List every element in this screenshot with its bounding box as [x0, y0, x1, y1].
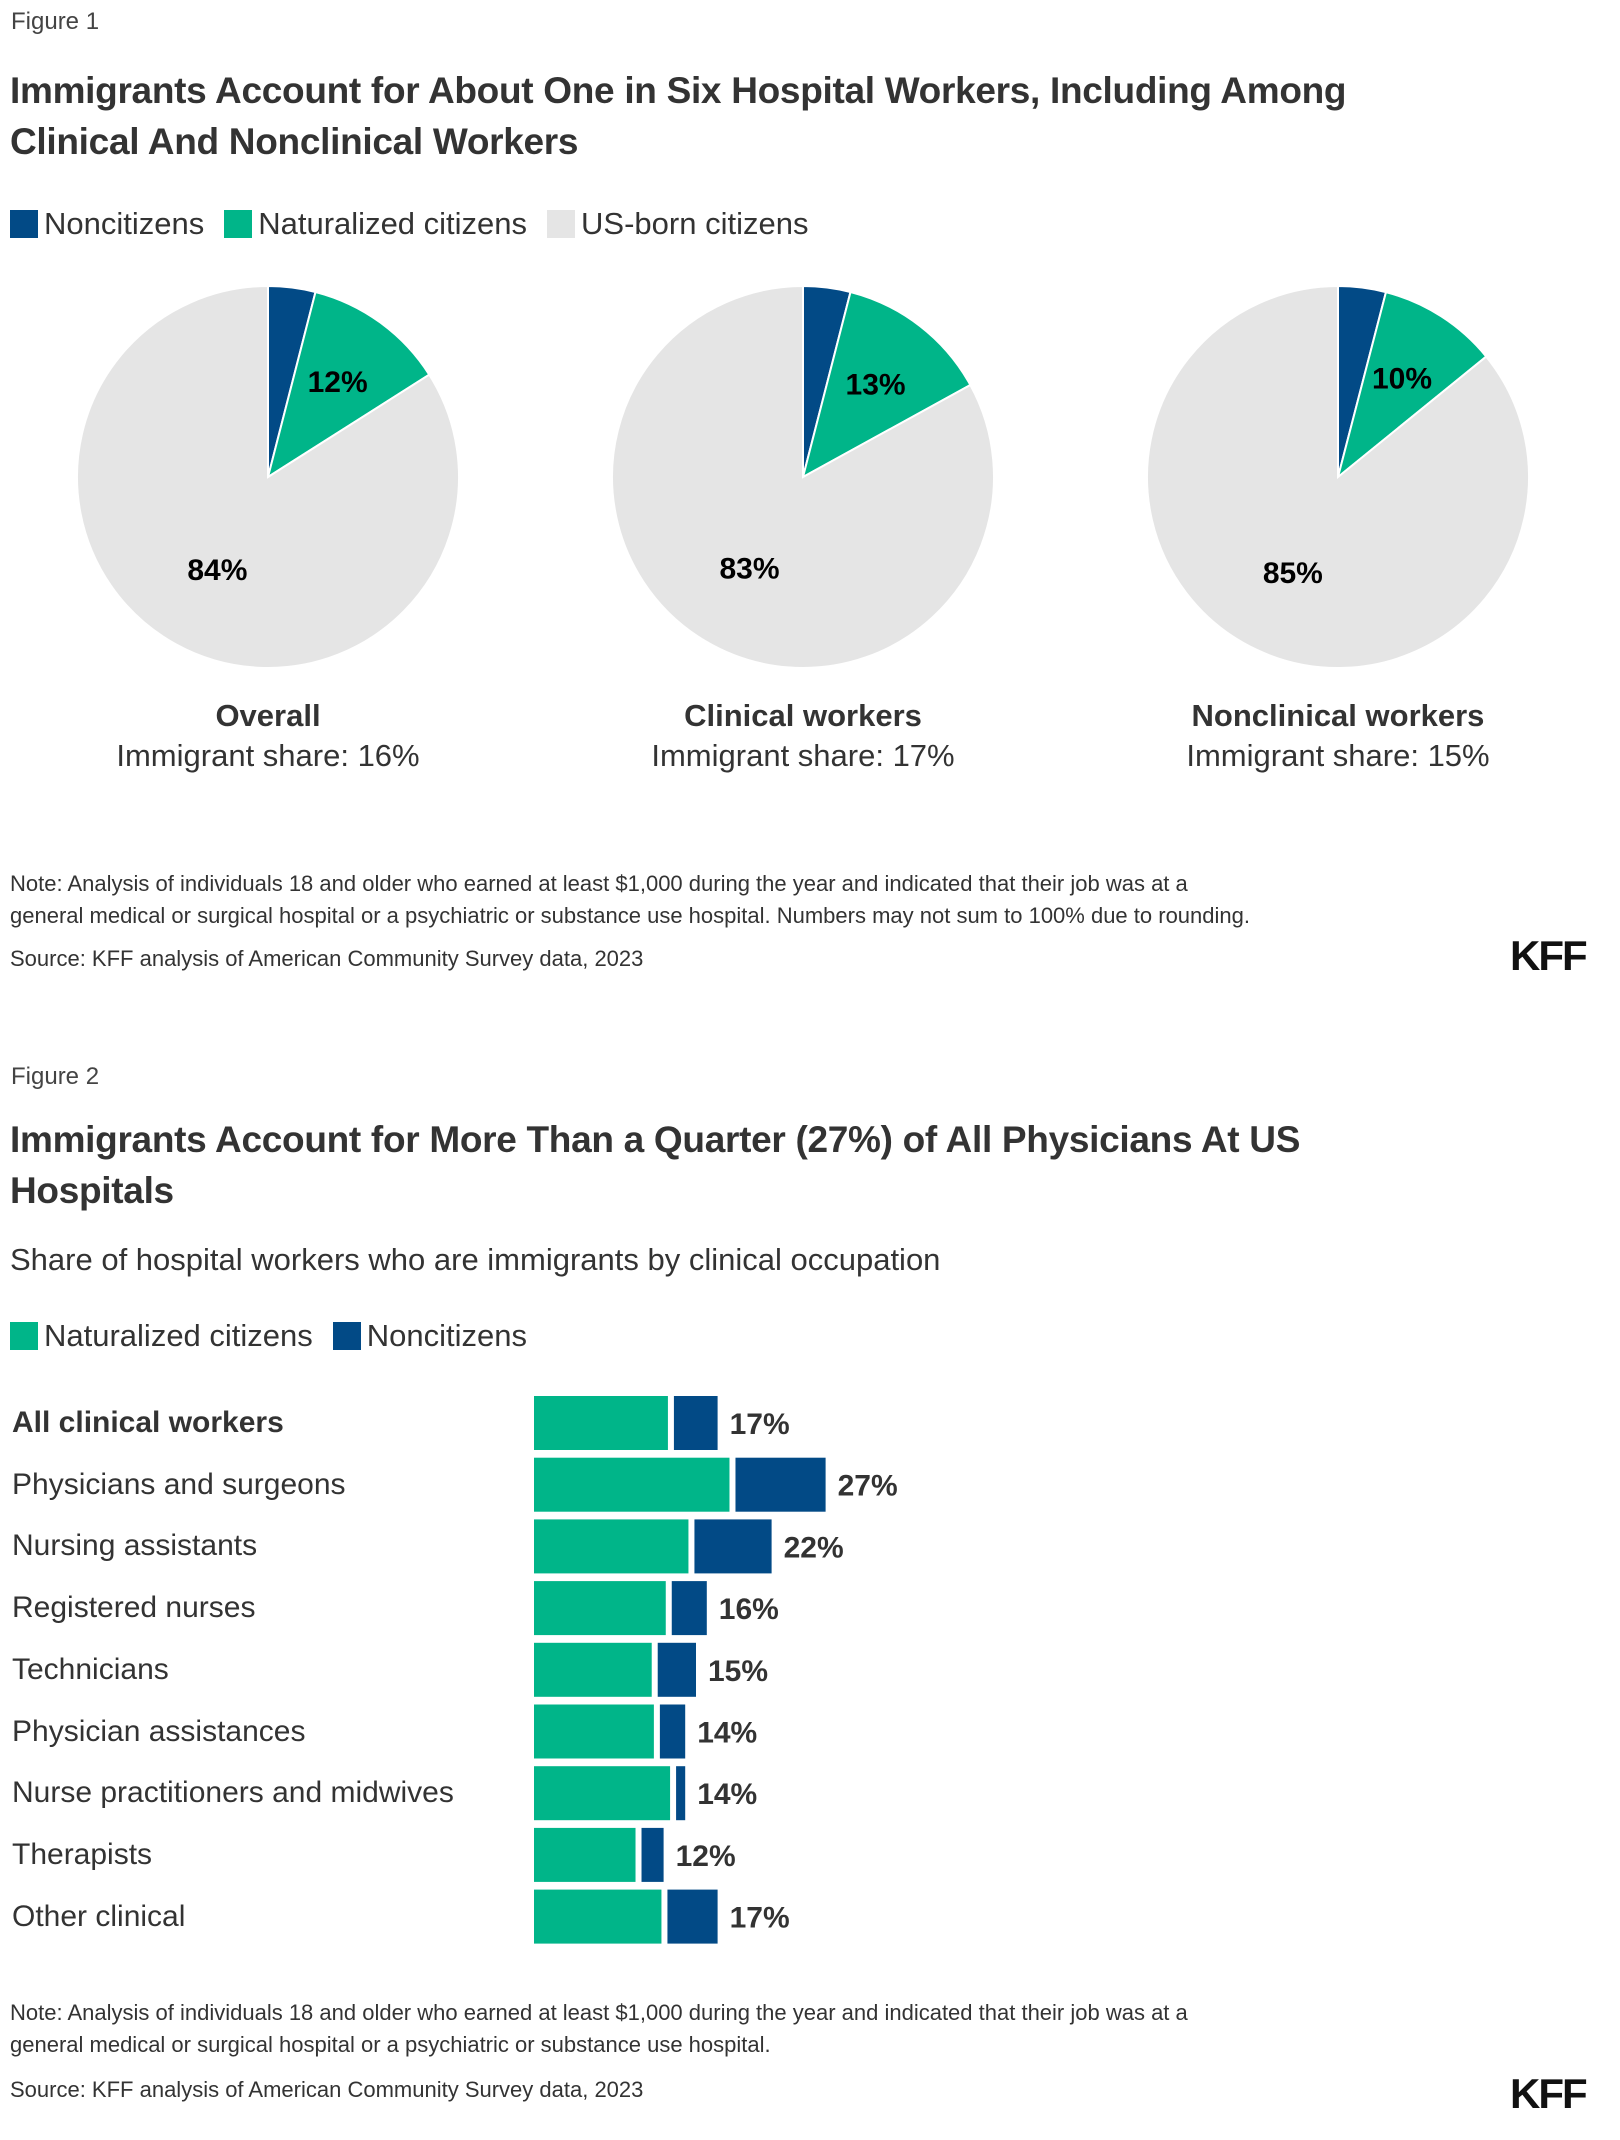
pie-slice-naturalized-citizens [266, 290, 431, 480]
legend-label: Noncitizens [366, 1318, 528, 1353]
pie-name: Nonclinical workers [1191, 698, 1485, 733]
legend-label: Naturalized citizens [44, 1318, 313, 1353]
legend-swatch-noncitizens [10, 210, 38, 238]
bar-category-label: Physicians and surgeons [12, 1467, 346, 1501]
bar-segment-naturalized-citizens [534, 1642, 652, 1697]
bar-segment-noncitizens [657, 1642, 696, 1697]
pie-data-label: 10% [1372, 362, 1432, 395]
note-line: general medical or surgical hospital or … [10, 2032, 771, 2057]
note-line: general medical or surgical hospital or … [10, 903, 1250, 928]
figure2-legend: Naturalized citizens Noncitizens [10, 1318, 547, 1354]
figure2-note: Note: Analysis of individuals 18 and old… [10, 1997, 1188, 2061]
note-line: Note: Analysis of individuals 18 and old… [10, 2000, 1188, 2025]
legend-swatch-us-born [547, 210, 576, 238]
bar-chart: 17% 27% 22%16% 15% 14% 14% 12% 17% [534, 1396, 898, 1944]
bar-segment-noncitizens [671, 1581, 707, 1636]
figure1-source: Source: KFF analysis of American Communi… [10, 946, 644, 971]
legend-item-naturalized: Naturalized citizens [10, 1318, 313, 1354]
bar-category-label: Nursing assistants [12, 1529, 258, 1563]
bar-category-label: Therapists [12, 1837, 153, 1871]
bar-total-label: 14% [697, 1778, 757, 1811]
pie-caption-overall: Overall Immigrant share: 16% [18, 698, 518, 774]
legend-item-us-born: US-born citizens [547, 206, 808, 242]
pie-name: Overall [215, 698, 321, 733]
legend-swatch-naturalized [224, 210, 253, 238]
figure2-source: Source: KFF analysis of American Communi… [10, 2077, 644, 2102]
bar-segment-naturalized-citizens [534, 1581, 666, 1636]
legend-swatch-naturalized [10, 1322, 38, 1350]
pie-name: Clinical workers [684, 698, 922, 733]
figure1-note: Note: Analysis of individuals 18 and old… [10, 868, 1250, 932]
pie-clinical-workers: 13% 83% [611, 284, 995, 669]
bar-segment-noncitizens [676, 1766, 686, 1821]
bar-segment-naturalized-citizens [534, 1889, 662, 1944]
pie-share: Immigrant share: 16% [116, 738, 420, 773]
pie-nonclinical-workers: 10% 85% [1146, 284, 1530, 669]
kff-logo: KFF [1510, 932, 1588, 979]
figure2-label: Figure 2 [11, 1063, 100, 1090]
bar-segment-noncitizens [641, 1827, 664, 1882]
pie-data-label: 12% [308, 366, 368, 399]
pie-data-label: 13% [846, 368, 906, 401]
bar-segment-naturalized-citizens [534, 1519, 689, 1574]
bar-category-label: Physician assistances [12, 1714, 306, 1748]
pie-data-label: 83% [720, 552, 780, 585]
pie-charts: 12% 84% 13% 83% 10% 85% [76, 284, 1530, 669]
figure2-title-line2: Hospitals [10, 1170, 174, 1211]
pie-slice-naturalized-citizens [1336, 290, 1488, 480]
pie-slice-us-born-citizens [76, 284, 460, 669]
bar-total-label: 15% [708, 1655, 768, 1688]
pie-data-label: 84% [187, 554, 247, 587]
figure1-title-line2: Clinical And Nonclinical Workers [10, 121, 579, 162]
bar-total-label: 12% [676, 1840, 736, 1873]
figure2-subtitle: Share of hospital workers who are immigr… [10, 1242, 941, 1277]
legend-item-noncitizens: Noncitizens [10, 206, 204, 242]
legend-label: US-born citizens [581, 206, 809, 241]
bar-category-label: Registered nurses [12, 1591, 256, 1625]
bar-total-label: 22% [784, 1531, 844, 1564]
pie-overall: 12% 84% [76, 284, 460, 669]
bar-segment-noncitizens [667, 1889, 718, 1944]
note-line: Note: Analysis of individuals 18 and old… [10, 871, 1188, 896]
bar-segment-naturalized-citizens [534, 1457, 730, 1512]
figure1-label: Figure 1 [11, 8, 100, 35]
legend-label: Noncitizens [44, 206, 205, 241]
bar-segment-noncitizens [673, 1396, 718, 1450]
pie-share: Immigrant share: 15% [1186, 738, 1490, 773]
legend-item-naturalized: Naturalized citizens [224, 206, 527, 242]
legend-label: Naturalized citizens [258, 206, 528, 241]
pie-data-label: 85% [1263, 557, 1323, 590]
bar-category-label: Other clinical [12, 1899, 186, 1933]
pie-slice-us-born-citizens [1146, 284, 1530, 669]
figure2-title-line1: Immigrants Account for More Than a Quart… [10, 1119, 1301, 1160]
pie-caption-clinical: Clinical workers Immigrant share: 17% [553, 698, 1053, 774]
bar-total-label: 17% [730, 1408, 790, 1441]
bar-segment-naturalized-citizens [534, 1704, 654, 1759]
figure1-legend: Noncitizens Naturalized citizens US-born… [10, 206, 828, 242]
bar-segment-noncitizens [659, 1704, 686, 1759]
bar-segment-noncitizens [735, 1457, 826, 1512]
pie-caption-nonclinical: Nonclinical workers Immigrant share: 15% [1088, 698, 1588, 774]
legend-swatch-noncitizens [332, 1322, 361, 1350]
legend-item-noncitizens: Noncitizens [332, 1318, 528, 1354]
bar-segment-naturalized-citizens [534, 1827, 636, 1882]
bar-total-label: 14% [697, 1717, 757, 1750]
bar-category-label: Nurse practitioners and midwives [12, 1776, 454, 1810]
pie-slice-naturalized-citizens [801, 290, 972, 479]
bar-segment-naturalized-citizens [534, 1766, 671, 1821]
bar-category-label: Technicians [12, 1652, 169, 1686]
kff-logo: KFF [1510, 2070, 1588, 2117]
bar-total-label: 16% [719, 1593, 779, 1626]
bar-total-label: 17% [730, 1902, 790, 1935]
pie-slice-us-born-citizens [611, 284, 995, 669]
bar-segment-naturalized-citizens [534, 1396, 668, 1450]
bar-category-label: All clinical workers [12, 1406, 284, 1439]
bar-total-label: 27% [838, 1470, 898, 1503]
bar-segment-noncitizens [694, 1519, 772, 1574]
figure1-title-line1: Immigrants Account for About One in Six … [10, 70, 1347, 111]
pie-share: Immigrant share: 17% [651, 738, 955, 773]
